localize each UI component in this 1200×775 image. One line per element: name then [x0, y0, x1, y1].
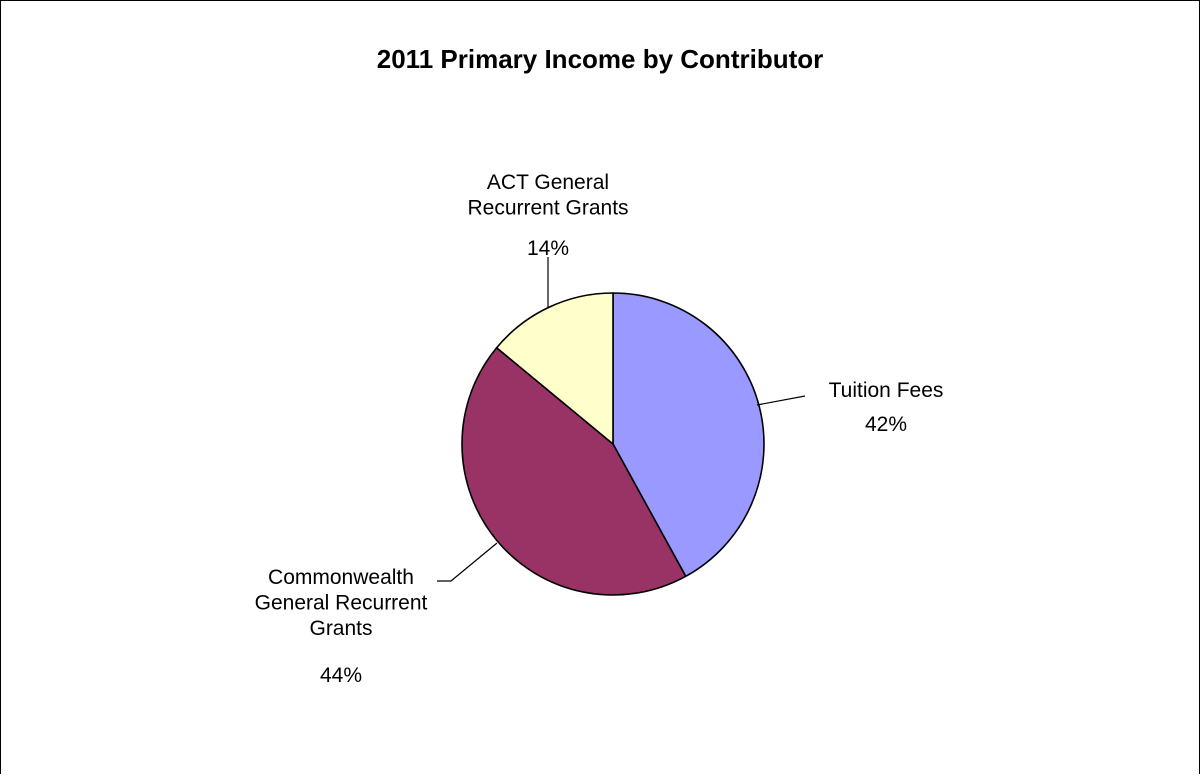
- slice-percent-act-general-recurrent-grants: 14%: [527, 237, 569, 260]
- chart-title: 2011 Primary Income by Contributor: [376, 44, 824, 74]
- pie-slice-tuition-fees: [612, 292, 765, 578]
- slice-label-commonwealth-general-recurrent-grants: Commonwealth General Recurrent Grants: [255, 566, 428, 640]
- slice-percent-commonwealth-general-recurrent-grants: 44%: [320, 664, 362, 687]
- leader-line-tuition-fees: [756, 395, 806, 406]
- slice-label-tuition-fees: Tuition Fees: [829, 379, 944, 402]
- slice-label-act-general-recurrent-grants: ACT General Recurrent Grants: [467, 171, 628, 220]
- pie-slice-commonwealth-general-recurrent-grants: [461, 346, 687, 596]
- pie-slice-act-general-recurrent-grants: [495, 292, 614, 445]
- leader-line-commonwealth-general-recurrent-grants: [437, 542, 498, 582]
- slice-percent-tuition-fees: 42%: [865, 413, 907, 436]
